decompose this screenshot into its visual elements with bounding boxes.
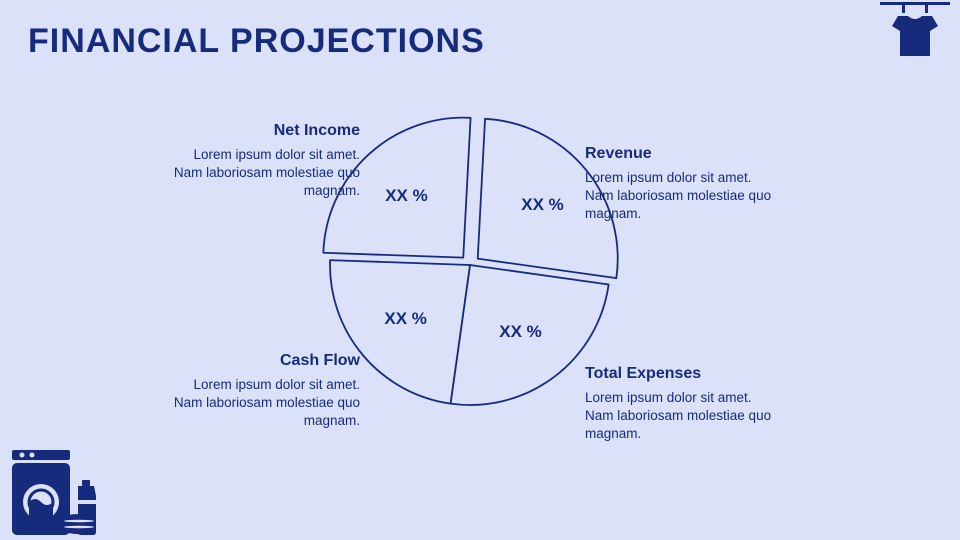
financial-pie-chart (0, 0, 960, 540)
callout-total_expenses: Total Expenses Lorem ipsum dolor sit amet… (585, 365, 775, 444)
pie-slice-label-cash_flow: XX % (384, 309, 427, 329)
washer-coins-icon (10, 450, 110, 540)
page-title: FINANCIAL PROJECTIONS (28, 22, 485, 61)
callout-cash_flow: Cash Flow Lorem ipsum dolor sit amet. Nam… (170, 352, 360, 431)
callout-body-total_expenses: Lorem ipsum dolor sit amet. Nam laborios… (585, 389, 775, 444)
pie-slice-label-total_expenses: XX % (499, 322, 542, 342)
callout-title-revenue: Revenue (585, 145, 775, 163)
pie-slice-label-net_income: XX % (385, 186, 428, 206)
callout-body-net_income: Lorem ipsum dolor sit amet. Nam laborios… (170, 146, 360, 201)
callout-revenue: Revenue Lorem ipsum dolor sit amet. Nam l… (585, 145, 775, 224)
callout-body-cash_flow: Lorem ipsum dolor sit amet. Nam laborios… (170, 376, 360, 431)
callout-net_income: Net Income Lorem ipsum dolor sit amet. Na… (170, 122, 360, 201)
callout-title-total_expenses: Total Expenses (585, 365, 775, 383)
callout-body-revenue: Lorem ipsum dolor sit amet. Nam laborios… (585, 169, 775, 224)
callout-title-net_income: Net Income (170, 122, 360, 140)
tshirt-on-line-icon (880, 0, 950, 67)
pie-slice-label-revenue: XX % (521, 195, 564, 215)
callout-title-cash_flow: Cash Flow (170, 352, 360, 370)
